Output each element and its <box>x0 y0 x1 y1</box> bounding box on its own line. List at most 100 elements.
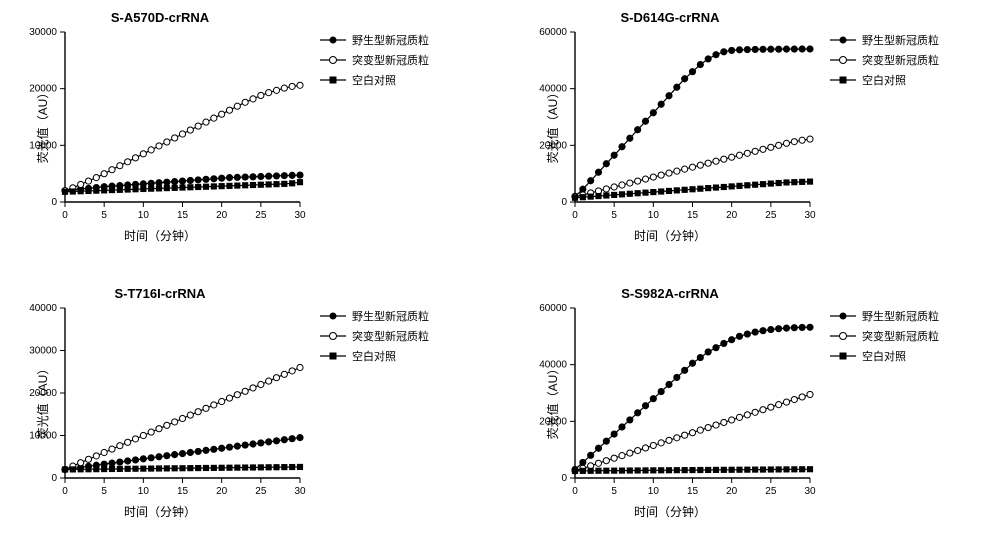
legend-marker-icon <box>320 74 346 86</box>
chart-svg: 0100002000030000051015202530 <box>10 10 310 240</box>
legend-item: 空白对照 <box>830 348 990 364</box>
svg-text:30: 30 <box>804 486 816 497</box>
svg-text:10: 10 <box>648 486 660 497</box>
svg-text:15: 15 <box>687 486 699 497</box>
legend-item: 野生型新冠质粒 <box>830 32 990 48</box>
legend-item: 空白对照 <box>320 72 480 88</box>
legend-label: 突变型新冠质粒 <box>862 52 939 68</box>
legend-label: 突变型新冠质粒 <box>352 52 429 68</box>
legend-item: 突变型新冠质粒 <box>320 52 480 68</box>
svg-text:25: 25 <box>255 486 267 497</box>
legend-label: 野生型新冠质粒 <box>352 308 429 324</box>
chart-area: S-D614G-crRNA 荧光值（AU） 020000400006000005… <box>520 10 820 240</box>
legend-marker-icon <box>320 350 346 362</box>
legend: 野生型新冠质粒 突变型新冠质粒 空白对照 <box>820 286 990 532</box>
svg-text:25: 25 <box>255 210 267 221</box>
svg-text:5: 5 <box>101 486 107 497</box>
svg-text:10: 10 <box>138 210 150 221</box>
legend-label: 空白对照 <box>352 72 396 88</box>
legend-label: 野生型新冠质粒 <box>862 308 939 324</box>
svg-text:10: 10 <box>138 486 150 497</box>
svg-text:25: 25 <box>765 210 777 221</box>
chart-title: S-T716I-crRNA <box>10 286 310 301</box>
svg-text:60000: 60000 <box>539 303 567 314</box>
svg-text:30: 30 <box>294 486 306 497</box>
svg-text:20: 20 <box>726 210 738 221</box>
legend: 野生型新冠质粒 突变型新冠质粒 空白对照 <box>820 10 990 256</box>
chart-title: S-S982A-crRNA <box>520 286 820 301</box>
svg-text:15: 15 <box>687 210 699 221</box>
svg-text:20: 20 <box>216 210 228 221</box>
legend-label: 野生型新冠质粒 <box>352 32 429 48</box>
chart-svg: 010000200003000040000051015202530 <box>10 286 310 516</box>
svg-text:25: 25 <box>765 486 777 497</box>
svg-text:10: 10 <box>648 210 660 221</box>
legend: 野生型新冠质粒 突变型新冠质粒 空白对照 <box>310 286 480 532</box>
legend-label: 空白对照 <box>352 348 396 364</box>
legend-item: 空白对照 <box>830 72 990 88</box>
legend-marker-icon <box>830 34 856 46</box>
svg-text:5: 5 <box>611 486 617 497</box>
svg-text:30000: 30000 <box>29 27 57 38</box>
legend-item: 野生型新冠质粒 <box>320 32 480 48</box>
legend-label: 空白对照 <box>862 72 906 88</box>
svg-text:40000: 40000 <box>29 303 57 314</box>
svg-text:0: 0 <box>572 486 578 497</box>
svg-text:20: 20 <box>216 486 228 497</box>
legend-marker-icon <box>830 310 856 322</box>
legend-item: 突变型新冠质粒 <box>830 328 990 344</box>
svg-text:0: 0 <box>572 210 578 221</box>
chart-panel: S-T716I-crRNA 荧光值（AU） 010000200003000040… <box>10 286 480 532</box>
svg-text:0: 0 <box>51 197 57 208</box>
svg-text:30: 30 <box>804 210 816 221</box>
legend: 野生型新冠质粒 突变型新冠质粒 空白对照 <box>310 10 480 256</box>
y-axis-label: 荧光值（AU） <box>544 362 561 439</box>
legend-marker-icon <box>830 350 856 362</box>
x-axis-label: 时间（分钟） <box>10 227 310 244</box>
chart-area: S-T716I-crRNA 荧光值（AU） 010000200003000040… <box>10 286 310 516</box>
legend-item: 野生型新冠质粒 <box>830 308 990 324</box>
chart-panel: S-A570D-crRNA 荧光值（AU） 010000200003000005… <box>10 10 480 256</box>
legend-label: 突变型新冠质粒 <box>862 328 939 344</box>
svg-text:0: 0 <box>561 197 567 208</box>
chart-grid: S-A570D-crRNA 荧光值（AU） 010000200003000005… <box>10 10 990 531</box>
svg-text:15: 15 <box>177 486 189 497</box>
svg-text:0: 0 <box>62 210 68 221</box>
chart-title: S-D614G-crRNA <box>520 10 820 25</box>
legend-item: 空白对照 <box>320 348 480 364</box>
legend-marker-icon <box>320 34 346 46</box>
chart-area: S-S982A-crRNA 荧光值（AU） 020000400006000005… <box>520 286 820 516</box>
legend-marker-icon <box>830 74 856 86</box>
chart-svg: 0200004000060000051015202530 <box>520 10 820 240</box>
legend-label: 突变型新冠质粒 <box>352 328 429 344</box>
svg-text:15: 15 <box>177 210 189 221</box>
svg-text:0: 0 <box>62 486 68 497</box>
svg-text:5: 5 <box>101 210 107 221</box>
legend-label: 空白对照 <box>862 348 906 364</box>
chart-area: S-A570D-crRNA 荧光值（AU） 010000200003000005… <box>10 10 310 240</box>
legend-marker-icon <box>320 310 346 322</box>
svg-text:60000: 60000 <box>539 27 567 38</box>
svg-text:30: 30 <box>294 210 306 221</box>
legend-marker-icon <box>320 54 346 66</box>
svg-text:0: 0 <box>561 473 567 484</box>
legend-marker-icon <box>830 330 856 342</box>
x-axis-label: 时间（分钟） <box>520 503 820 520</box>
x-axis-label: 时间（分钟） <box>520 227 820 244</box>
legend-marker-icon <box>320 330 346 342</box>
legend-item: 野生型新冠质粒 <box>320 308 480 324</box>
chart-title: S-A570D-crRNA <box>10 10 310 25</box>
legend-item: 突变型新冠质粒 <box>320 328 480 344</box>
svg-text:5: 5 <box>611 210 617 221</box>
chart-svg: 0200004000060000051015202530 <box>520 286 820 516</box>
y-axis-label: 荧光值（AU） <box>34 87 51 164</box>
legend-label: 野生型新冠质粒 <box>862 32 939 48</box>
y-axis-label: 荧光值（AU） <box>544 87 561 164</box>
legend-item: 突变型新冠质粒 <box>830 52 990 68</box>
svg-text:30000: 30000 <box>29 345 57 356</box>
svg-text:20: 20 <box>726 486 738 497</box>
y-axis-label: 荧光值（AU） <box>34 362 51 439</box>
svg-text:0: 0 <box>51 473 57 484</box>
chart-panel: S-S982A-crRNA 荧光值（AU） 020000400006000005… <box>520 286 990 532</box>
legend-marker-icon <box>830 54 856 66</box>
